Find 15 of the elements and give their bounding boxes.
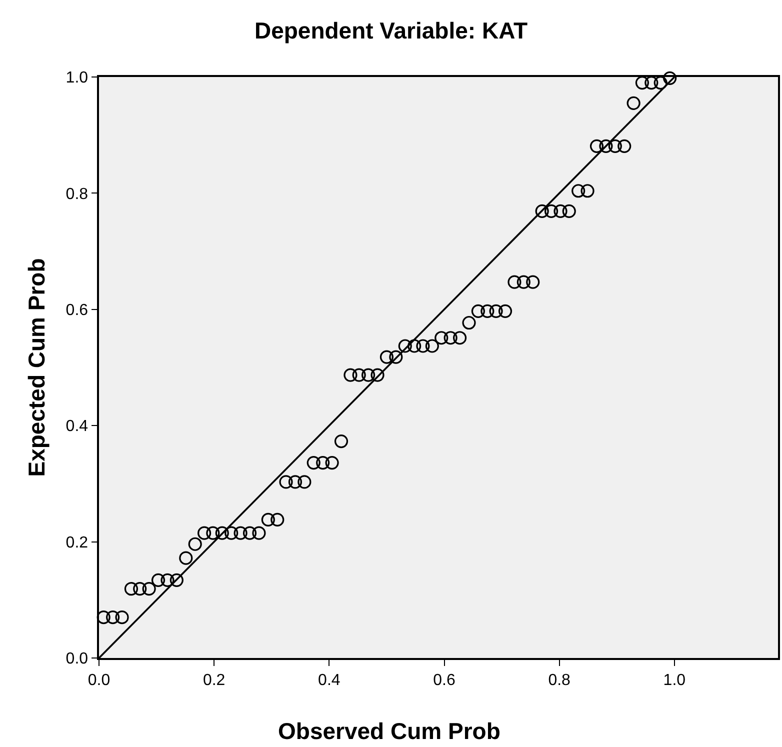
y-tick-label: 0.4 (66, 418, 88, 436)
y-axis-title: Expected Cum Prob (24, 258, 50, 477)
y-tick-label: 0.0 (66, 650, 88, 668)
x-axis-title: Observed Cum Prob (278, 718, 500, 744)
x-tick-label: 1.0 (663, 672, 686, 689)
y-tick-label: 0.2 (66, 534, 88, 552)
x-tick-label: 0.2 (202, 672, 226, 689)
x-tick-label: 0.0 (88, 672, 110, 689)
x-tick-label: 0.8 (548, 672, 571, 689)
x-tick-label: 0.4 (318, 672, 340, 689)
y-tick-label: 1.0 (66, 70, 88, 87)
chart-title: Dependent Variable: KAT (254, 18, 528, 44)
y-tick-label: 0.6 (66, 302, 88, 319)
y-tick-label: 0.8 (66, 186, 88, 203)
x-tick-label: 0.6 (433, 672, 456, 689)
